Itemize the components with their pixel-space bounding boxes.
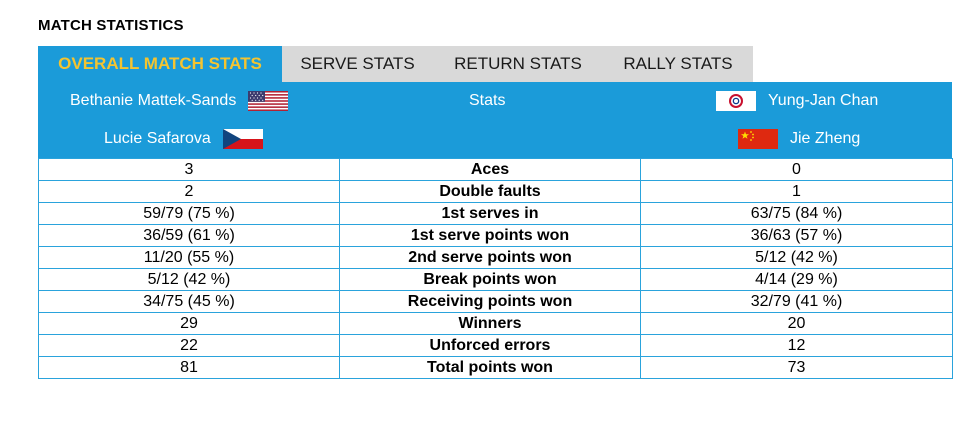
player-name: Yung-Jan Chan: [768, 92, 879, 109]
stat-label: Aces: [339, 158, 641, 181]
stat-label: 1st serve points won: [339, 224, 641, 247]
right-player-1: Yung-Jan Chan: [716, 82, 878, 120]
table-row: 29 Winners 20: [38, 312, 953, 335]
usa-flag-icon: [248, 91, 289, 111]
left-team-value: 2: [38, 180, 340, 203]
left-team-value: 5/12 (42 %): [38, 268, 340, 291]
table-row: 3 Aces 0: [38, 158, 953, 181]
left-team-value: 59/79 (75 %): [38, 202, 340, 225]
table-row: 5/12 (42 %) Break points won 4/14 (29 %): [38, 268, 953, 291]
left-team-value: 34/75 (45 %): [38, 290, 340, 313]
table-row: 34/75 (45 %) Receiving points won 32/79 …: [38, 290, 953, 313]
china-flag-icon: [738, 129, 778, 149]
stats-column-label: Stats: [469, 82, 505, 120]
player-name: Bethanie Mattek-Sands: [70, 92, 237, 109]
right-team-value: 1: [640, 180, 953, 203]
stat-label: Winners: [339, 312, 641, 335]
stat-label: Break points won: [339, 268, 641, 291]
right-team-value: 5/12 (42 %): [640, 246, 953, 269]
right-team-value: 63/75 (84 %): [640, 202, 953, 225]
stats-table: 3 Aces 0 2 Double faults 1 59/79 (75 %) …: [38, 158, 953, 379]
left-team-value: 29: [38, 312, 340, 335]
right-team-value: 32/79 (41 %): [640, 290, 953, 313]
player-name: Lucie Safarova: [104, 130, 211, 147]
stats-header-label: Stats: [469, 92, 506, 109]
left-player-2: Lucie Safarova: [104, 120, 263, 158]
stat-label: Unforced errors: [339, 334, 641, 357]
right-team-value: 12: [640, 334, 953, 357]
table-row: 22 Unforced errors 12: [38, 334, 953, 357]
left-team-value: 3: [38, 158, 340, 181]
stat-label: Total points won: [339, 356, 641, 379]
left-team-value: 36/59 (61 %): [38, 224, 340, 247]
table-row: 81 Total points won 73: [38, 356, 953, 379]
table-row: 59/79 (75 %) 1st serves in 63/75 (84 %): [38, 202, 953, 225]
chinese-taipei-flag-icon: [716, 91, 756, 111]
right-team-value: 0: [640, 158, 953, 181]
right-team-value: 4/14 (29 %): [640, 268, 953, 291]
table-row: 2 Double faults 1: [38, 180, 953, 203]
tab-return-stats[interactable]: RETURN STATS: [433, 46, 603, 82]
tab-serve-stats[interactable]: SERVE STATS: [282, 46, 433, 82]
right-team-value: 20: [640, 312, 953, 335]
table-row: 36/59 (61 %) 1st serve points won 36/63 …: [38, 224, 953, 247]
right-player-2: Jie Zheng: [738, 120, 860, 158]
left-player-1: Bethanie Mattek-Sands: [70, 82, 289, 120]
player-name: Jie Zheng: [790, 130, 861, 147]
stat-label: Double faults: [339, 180, 641, 203]
right-team-value: 36/63 (57 %): [640, 224, 953, 247]
stat-label: 1st serves in: [339, 202, 641, 225]
stat-label: Receiving points won: [339, 290, 641, 313]
table-row: 11/20 (55 %) 2nd serve points won 5/12 (…: [38, 246, 953, 269]
tab-rally-stats[interactable]: RALLY STATS: [603, 46, 753, 82]
czech-flag-icon: [222, 129, 263, 149]
stats-tabs: OVERALL MATCH STATS SERVE STATS RETURN S…: [38, 46, 753, 82]
players-header: Bethanie Mattek-Sands S: [38, 82, 952, 158]
left-team-value: 81: [38, 356, 340, 379]
left-team-value: 22: [38, 334, 340, 357]
stat-label: 2nd serve points won: [339, 246, 641, 269]
tab-overall-match-stats[interactable]: OVERALL MATCH STATS: [38, 46, 282, 82]
left-team-value: 11/20 (55 %): [38, 246, 340, 269]
right-team-value: 73: [640, 356, 953, 379]
page-title: MATCH STATISTICS: [38, 17, 184, 34]
